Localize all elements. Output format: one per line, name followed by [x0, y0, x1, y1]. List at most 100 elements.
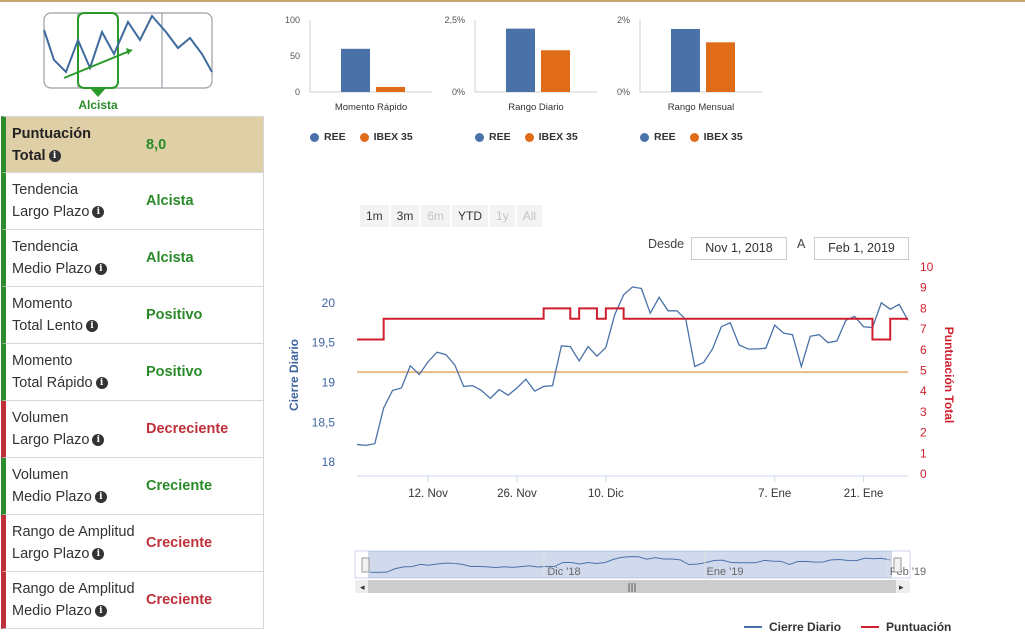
info-icon[interactable]: i — [92, 434, 105, 447]
score-row-label-line1: Volumen — [12, 467, 69, 483]
y-right-tick-label: 2 — [920, 426, 927, 440]
x-tick-label: 21. Ene — [844, 488, 884, 500]
score-row-label-line2: Largo Plazo — [12, 546, 90, 562]
score-table: Puntuación Total i 8,0 Tendencia Largo Plazo i… — [1, 116, 264, 629]
score-row-label-line1: Momento — [12, 353, 73, 369]
score-row-label: Momento Total Rápido i — [6, 350, 146, 394]
score-row-label-line1: Momento — [12, 296, 73, 312]
score-row-label: Rango de Amplitud Medio Plazo i — [6, 578, 146, 622]
y-right-tick-label: 7 — [920, 322, 927, 336]
info-icon[interactable]: i — [92, 206, 105, 219]
mini-xlabel: Momento Rápido — [335, 102, 407, 113]
score-row-value: Creciente — [146, 592, 213, 608]
score-row-value: Creciente — [146, 478, 213, 494]
info-icon[interactable]: i — [94, 263, 107, 276]
score-row-value: 8,0 — [146, 136, 167, 153]
score-row-label-line1: Tendencia — [12, 182, 79, 198]
y-right-tick-label: 8 — [920, 301, 927, 315]
y-right-tick-label: 0 — [920, 467, 927, 481]
range-button-1y: 1y — [490, 205, 515, 227]
y-left-tick-label: 19,5 — [312, 336, 336, 350]
score-row-value: Alcista — [146, 193, 194, 209]
y-right-tick-label: 6 — [920, 343, 927, 357]
y-left-tick-label: 18,5 — [312, 415, 336, 429]
range-button-6m: 6m — [421, 205, 451, 227]
series-cierre-diario[interactable] — [356, 286, 909, 446]
info-icon[interactable]: i — [94, 491, 107, 504]
mini-ytick-label: 0% — [617, 87, 630, 97]
score-row-label-line2: Largo Plazo — [12, 204, 90, 220]
info-icon[interactable]: i — [48, 149, 61, 162]
mini-ytick-label: 0 — [295, 87, 300, 97]
score-row-label: Volumen Largo Plazo i — [6, 407, 146, 451]
legend-item-score[interactable]: Puntuación — [861, 620, 951, 634]
score-row: Puntuación Total i 8,0 — [1, 116, 264, 173]
mini-xlabel: Rango Mensual — [668, 102, 735, 113]
mini-chart-momento-rapido: 0 50 100 Momento Rápido — [285, 15, 432, 113]
mini-bar-ree — [506, 28, 535, 92]
score-row-label: Volumen Medio Plazo i — [6, 464, 146, 508]
top-border — [0, 0, 1025, 2]
scroll-right-icon[interactable]: ▸ — [899, 583, 904, 593]
mini-chart-rango-mensual: 0% 2% Rango Mensual — [617, 15, 762, 113]
scroll-left-icon[interactable]: ◂ — [360, 583, 365, 593]
mini-ytick-label: 50 — [290, 51, 300, 61]
from-date-input[interactable]: Nov 1, 2018 — [691, 237, 787, 260]
score-line-swatch — [861, 626, 880, 628]
score-row-value: Positivo — [146, 364, 203, 380]
scroll-grip-icon[interactable]: ||| — [627, 583, 636, 593]
y-right-axis-title: Puntuación Total — [942, 327, 956, 423]
navigator[interactable]: Dic '18 Ene '19 Feb '19 — [354, 550, 926, 579]
y-right-tick-label: 4 — [920, 384, 927, 398]
navigator-handle[interactable] — [893, 557, 902, 573]
info-icon[interactable]: i — [92, 548, 105, 561]
mini-chart-rango-diario: 0% 2,5% Rango Diario — [445, 15, 597, 113]
y-right-tick-label: 3 — [920, 405, 927, 419]
to-date-input[interactable]: Feb 1, 2019 — [814, 237, 909, 260]
main-price-score-chart: 18 18,5 19 19,5 20 0 1 2 3 4 5 6 7 8 9 10 Cierre Diario P… — [287, 260, 956, 593]
y-right-tick-label: 5 — [920, 364, 927, 378]
score-row-label-line1: Rango de Amplitud — [12, 524, 135, 540]
score-row: Momento Total Lento i Positivo — [1, 287, 264, 344]
score-row-label-line2: Medio Plazo — [12, 489, 92, 505]
mini-ytick-label: 2% — [617, 15, 630, 25]
range-button-all: All — [516, 205, 543, 227]
mini-legend-3: REE IBEX 35 — [640, 131, 743, 143]
score-row-label: Tendencia Largo Plazo i — [6, 179, 146, 223]
ibex-dot — [524, 132, 534, 142]
legend-item-price[interactable]: Cierre Diario — [744, 620, 841, 634]
score-row-label: Rango de Amplitud Largo Plazo i — [6, 521, 146, 565]
info-icon[interactable]: i — [85, 320, 98, 333]
mini-legend-2: REE IBEX 35 — [475, 131, 578, 143]
range-button-ytd[interactable]: YTD — [452, 205, 489, 227]
navigator-handle[interactable] — [361, 557, 370, 573]
score-row-label-line1: Volumen — [12, 410, 69, 426]
y-right-tick-label: 1 — [920, 446, 927, 460]
range-button-3m[interactable]: 3m — [390, 205, 420, 227]
score-row-label-line2: Medio Plazo — [12, 261, 92, 277]
score-row-value: Creciente — [146, 535, 213, 551]
range-selector-buttons: 1m 3m 6m YTD 1y All — [360, 205, 543, 227]
series-puntuacion[interactable] — [357, 307, 908, 341]
main-legend: Cierre Diario Puntuación — [744, 620, 951, 634]
range-button-1m[interactable]: 1m — [360, 205, 389, 227]
mini-bar-ibex — [376, 86, 405, 92]
score-row: Volumen Medio Plazo i Creciente — [1, 458, 264, 515]
price-line-swatch — [744, 626, 762, 628]
info-icon[interactable]: i — [95, 377, 108, 390]
score-row-label-line2: Total Rápido — [12, 375, 93, 391]
mini-bar-ree — [341, 48, 370, 92]
score-row-value: Decreciente — [146, 421, 229, 437]
mini-bar-ree — [671, 29, 700, 92]
info-icon[interactable]: i — [94, 605, 107, 618]
y-left-tick-label: 19 — [322, 375, 336, 389]
legend-ibex: IBEX 35 — [703, 131, 743, 143]
score-row: Tendencia Medio Plazo i Alcista — [1, 230, 264, 287]
navigator-scrollbar[interactable]: ◂ ▸ ||| — [355, 580, 910, 593]
score-row-label-line2: Medio Plazo — [12, 603, 92, 619]
to-label: A — [797, 237, 806, 251]
mini-bar-ibex — [706, 42, 735, 92]
x-tick-label: 7. Ene — [758, 488, 791, 500]
trend-selector-widget[interactable] — [40, 10, 218, 112]
